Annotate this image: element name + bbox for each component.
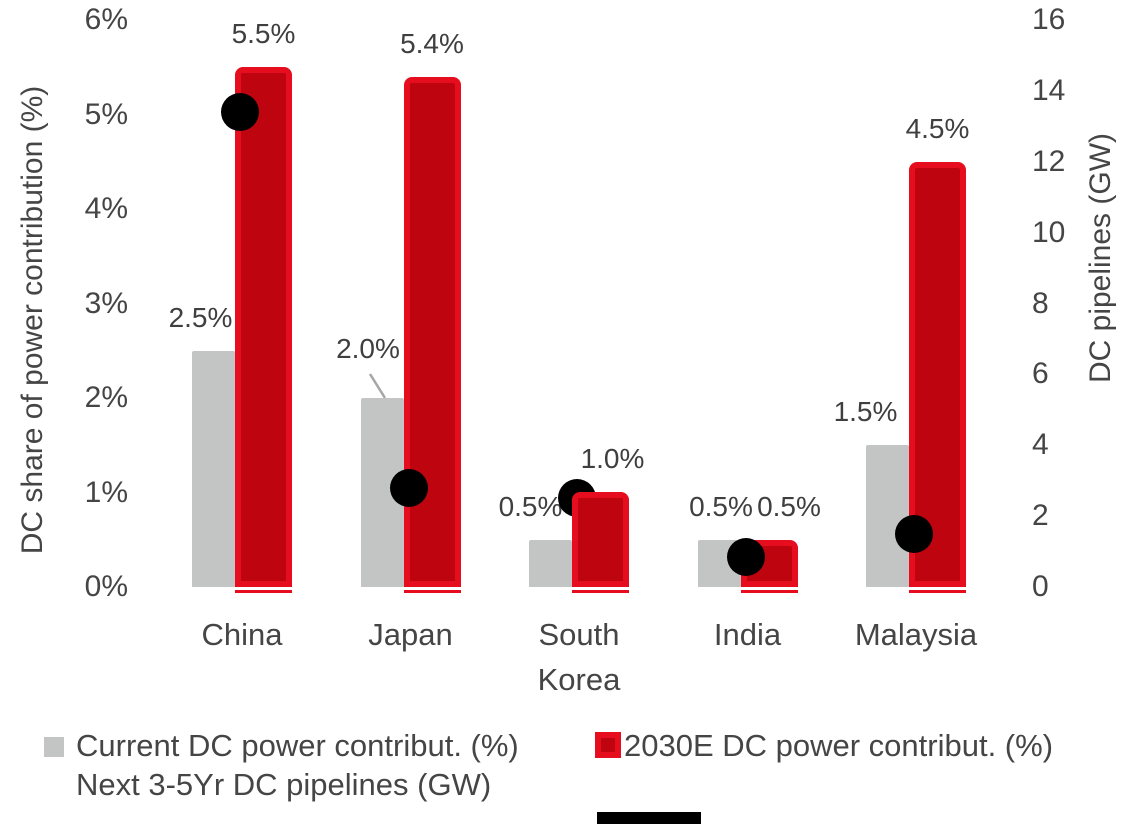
data-label-2030-south-korea: 1.0% [580, 443, 645, 474]
bar-2030-south-korea [572, 492, 629, 587]
right-axis-tick-5: 10 [1032, 215, 1066, 249]
bar-current-china [192, 351, 235, 587]
left-axis-tick-4: 4% [84, 192, 128, 225]
legend-swatch-2030-icon [595, 732, 621, 758]
left-axis-tick-0: 0% [84, 570, 128, 603]
label-leader-line [368, 373, 387, 399]
pipeline-dot-japan [389, 468, 428, 507]
data-label-2030-japan: 5.4% [400, 28, 464, 59]
legend-swatch-current-icon [44, 737, 64, 757]
data-label-2030-india: 0.5% [757, 491, 821, 522]
data-label-current-south-korea: 0.5% [498, 491, 563, 522]
x-axis-label-japan: Japan [368, 617, 453, 652]
legend-swatch-2030-inner [601, 738, 615, 752]
x-axis-label-south-korea: South Korea [537, 617, 621, 697]
left-axis-tick-1: 1% [84, 475, 128, 509]
bar-2030-underline-china [235, 590, 292, 593]
x-axis-label-india: India [713, 617, 782, 652]
bar-2030-underline-south-korea [572, 590, 629, 593]
data-label-current-japan: 2.0% [336, 333, 400, 364]
legend-label-pipelines: Next 3-5Yr DC pipelines (GW) [76, 767, 492, 802]
cropped-legend-marker [597, 812, 701, 824]
right-axis-tick-4: 8 [1032, 286, 1049, 320]
left-axis-tick-6: 6% [84, 3, 128, 36]
data-label-2030-china: 5.5% [231, 18, 296, 49]
bar-2030-underline-india [740, 590, 798, 593]
left-axis-tick-5: 5% [84, 97, 128, 131]
pipeline-dot-india [726, 537, 765, 576]
right-axis-tick-0: 0 [1032, 570, 1049, 603]
bar-2030-china [235, 67, 292, 587]
bar-2030-underline-japan [403, 590, 461, 593]
data-label-2030-malaysia: 4.5% [905, 113, 970, 144]
left-axis-tick-2: 2% [84, 381, 128, 414]
bar-current-south-korea [529, 540, 572, 587]
legend-label-current: Current DC power contribut. (%) [76, 728, 519, 763]
bar-2030-underline-malaysia [909, 590, 966, 593]
data-label-current-malaysia: 1.5% [833, 396, 898, 427]
legend-label-2030: 2030E DC power contribut. (%) [624, 728, 1054, 763]
right-axis-tick-7: 14 [1032, 73, 1066, 107]
bar-current-malaysia [866, 445, 909, 587]
pipeline-dot-malaysia [895, 514, 933, 553]
right-axis-tick-6: 12 [1032, 144, 1066, 178]
right-axis-tick-8: 16 [1032, 3, 1066, 36]
bar-2030-japan [403, 77, 461, 587]
right-axis-tick-3: 6 [1032, 357, 1049, 391]
pipeline-dot-china [221, 93, 259, 132]
data-label-current-india: 0.5% [689, 491, 753, 522]
right-axis-tick-2: 4 [1032, 428, 1049, 462]
left-axis-tick-3: 3% [84, 286, 128, 320]
data-label-current-china: 2.5% [168, 302, 233, 333]
x-axis-label-malaysia: Malaysia [854, 617, 978, 652]
right-axis-tick-1: 2 [1032, 499, 1049, 533]
x-axis-label-china: China [201, 617, 283, 652]
